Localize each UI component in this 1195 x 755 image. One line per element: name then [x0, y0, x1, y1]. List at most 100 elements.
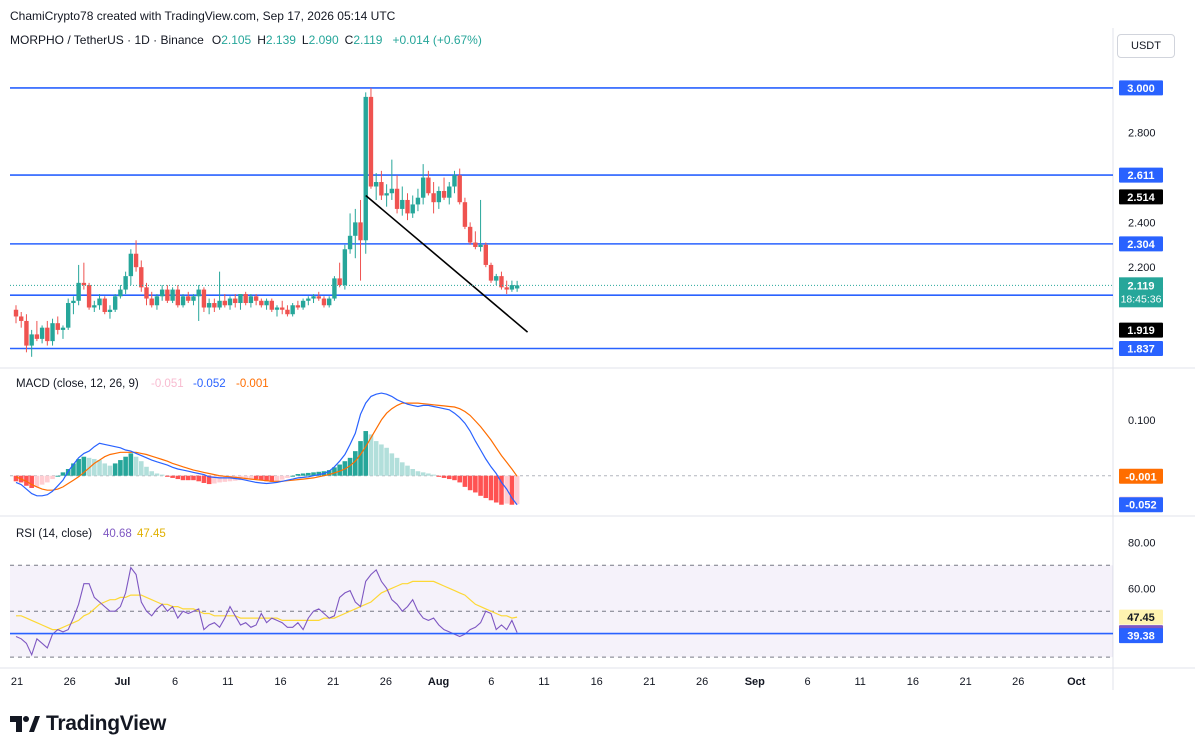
candle-body[interactable]	[264, 300, 269, 306]
candle-body[interactable]	[175, 289, 181, 306]
candle-body[interactable]	[436, 190, 442, 203]
currency-button[interactable]: USDT	[1117, 34, 1175, 58]
candle-body[interactable]	[410, 204, 415, 214]
candle-body[interactable]	[206, 303, 212, 308]
candle-body[interactable]	[321, 298, 327, 306]
candle-body[interactable]	[71, 300, 76, 304]
candle-body[interactable]	[306, 298, 311, 301]
macd-line[interactable]	[15, 392, 518, 506]
candle-body[interactable]	[358, 222, 363, 241]
candle-body[interactable]	[514, 285, 520, 289]
candle-body[interactable]	[295, 305, 301, 308]
candle-body[interactable]	[76, 282, 81, 301]
candle-body[interactable]	[494, 276, 499, 281]
candle-body[interactable]	[300, 300, 306, 308]
candle-body[interactable]	[118, 289, 123, 297]
candle-body[interactable]	[149, 298, 154, 306]
candle-body[interactable]	[55, 323, 60, 330]
tradingview-logo[interactable]: TradingView	[10, 712, 166, 736]
candle-body[interactable]	[483, 244, 488, 265]
candle-body[interactable]	[478, 244, 483, 248]
candle-body[interactable]	[316, 296, 321, 299]
candle-body[interactable]	[24, 320, 29, 346]
candle-body[interactable]	[201, 289, 207, 308]
candle-body[interactable]	[467, 226, 473, 243]
candle-body[interactable]	[180, 296, 186, 306]
candle-body[interactable]	[212, 303, 217, 308]
candle-body[interactable]	[66, 303, 71, 328]
candle-body[interactable]	[426, 177, 431, 194]
macd-signal-line[interactable]	[15, 402, 518, 491]
candle-body[interactable]	[431, 193, 436, 203]
candle-body[interactable]	[342, 249, 348, 286]
candle-body[interactable]	[447, 186, 452, 198]
candle-body[interactable]	[154, 296, 160, 306]
candle-body[interactable]	[311, 296, 316, 299]
candle-body[interactable]	[363, 96, 368, 241]
candle-body[interactable]	[400, 199, 405, 209]
candle-body[interactable]	[50, 323, 55, 342]
candle-body[interactable]	[139, 267, 144, 288]
candle-body[interactable]	[159, 289, 165, 297]
candle-body[interactable]	[327, 298, 332, 306]
candle-body[interactable]	[222, 300, 227, 306]
candle-body[interactable]	[29, 334, 34, 346]
candle-body[interactable]	[379, 182, 384, 196]
candle-body[interactable]	[457, 175, 462, 203]
candle-body[interactable]	[86, 285, 92, 308]
candle-body[interactable]	[170, 289, 175, 301]
trendline[interactable]	[365, 194, 529, 333]
candle-body[interactable]	[102, 298, 107, 312]
candle-body[interactable]	[337, 278, 342, 286]
candle-body[interactable]	[243, 294, 248, 304]
candle-body[interactable]	[441, 190, 447, 198]
candle-body[interactable]	[191, 296, 196, 301]
candle-body[interactable]	[13, 309, 19, 317]
candle-body[interactable]	[415, 197, 421, 205]
candle-body[interactable]	[248, 296, 254, 304]
candle-body[interactable]	[420, 177, 426, 198]
candle-body[interactable]	[186, 296, 191, 301]
rsi-ma-line[interactable]	[16, 580, 518, 631]
candle-body[interactable]	[165, 289, 170, 301]
candle-body[interactable]	[488, 264, 494, 281]
candle-body[interactable]	[462, 202, 468, 227]
candle-body[interactable]	[144, 287, 149, 299]
candle-body[interactable]	[112, 296, 118, 310]
candle-body[interactable]	[285, 309, 290, 315]
candle-body[interactable]	[97, 298, 102, 306]
candle-body[interactable]	[384, 193, 389, 196]
candle-body[interactable]	[509, 285, 515, 290]
candle-body[interactable]	[353, 222, 358, 236]
candle-body[interactable]	[280, 307, 285, 310]
candle-body[interactable]	[405, 199, 410, 214]
candle-body[interactable]	[499, 276, 504, 288]
candle-body[interactable]	[81, 282, 87, 286]
candle-body[interactable]	[196, 289, 201, 297]
candle-body[interactable]	[19, 316, 24, 321]
candle-body[interactable]	[452, 175, 457, 187]
rsi-line[interactable]	[15, 566, 518, 657]
candle-body[interactable]	[60, 327, 66, 330]
candle-body[interactable]	[269, 300, 274, 310]
candle-body[interactable]	[347, 235, 353, 250]
candle-body[interactable]	[504, 287, 509, 290]
candle-body[interactable]	[92, 305, 97, 308]
symbol-title[interactable]: MORPHO / TetherUS · 1D · Binance	[10, 33, 204, 47]
candle-body[interactable]	[217, 300, 222, 308]
candle-body[interactable]	[473, 242, 478, 248]
candle-body[interactable]	[253, 296, 259, 301]
candle-body[interactable]	[107, 309, 113, 312]
candle-body[interactable]	[39, 327, 45, 339]
candle-body[interactable]	[227, 298, 233, 306]
candle-body[interactable]	[123, 276, 128, 290]
candle-body[interactable]	[368, 96, 374, 187]
candle-body[interactable]	[259, 300, 264, 306]
candle-body[interactable]	[45, 327, 50, 342]
candle-body[interactable]	[389, 188, 395, 194]
candle-body[interactable]	[133, 253, 139, 268]
candle-body[interactable]	[34, 334, 40, 339]
candle-body[interactable]	[332, 278, 337, 299]
symbol-legend[interactable]: MORPHO / TetherUS · 1D · Binance O2.105 H…	[10, 33, 482, 47]
